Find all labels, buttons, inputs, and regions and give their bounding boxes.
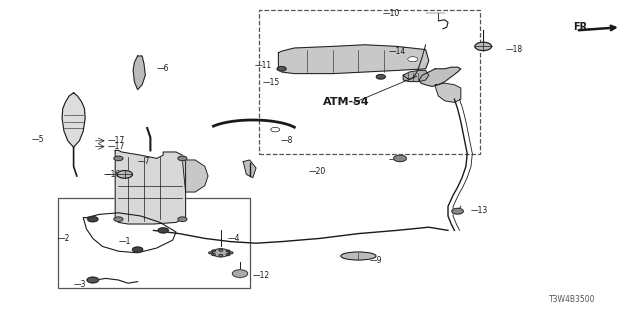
Text: ATM-54: ATM-54 <box>323 97 370 108</box>
Circle shape <box>88 217 98 222</box>
Text: —1: —1 <box>118 237 131 246</box>
Circle shape <box>219 254 223 256</box>
Circle shape <box>212 249 229 257</box>
Text: T3W4B3500: T3W4B3500 <box>548 295 595 304</box>
Circle shape <box>376 75 385 79</box>
Polygon shape <box>115 150 186 224</box>
Circle shape <box>212 254 216 256</box>
Bar <box>58 198 250 288</box>
Text: —20: —20 <box>308 167 326 176</box>
Polygon shape <box>419 67 461 86</box>
Text: —9: —9 <box>370 256 383 265</box>
Circle shape <box>117 171 132 178</box>
Text: —6: —6 <box>157 64 170 73</box>
Text: —14: —14 <box>389 47 406 56</box>
Polygon shape <box>243 160 256 178</box>
Circle shape <box>229 252 233 254</box>
Text: —18: —18 <box>506 45 523 54</box>
Polygon shape <box>133 56 145 90</box>
Circle shape <box>271 127 280 132</box>
Circle shape <box>226 254 230 256</box>
Circle shape <box>209 252 212 254</box>
Text: —11: —11 <box>255 61 272 70</box>
Circle shape <box>87 277 99 283</box>
Circle shape <box>158 228 168 233</box>
Polygon shape <box>403 70 429 82</box>
Text: —13: —13 <box>470 206 488 215</box>
Text: —2: —2 <box>58 234 70 243</box>
Text: —7: —7 <box>138 157 150 166</box>
Circle shape <box>219 249 223 251</box>
Text: —10: —10 <box>383 9 400 18</box>
Ellipse shape <box>341 252 376 260</box>
Circle shape <box>132 247 143 252</box>
Circle shape <box>114 217 123 221</box>
Polygon shape <box>278 45 429 74</box>
Text: —12: —12 <box>253 271 270 280</box>
Text: —17: —17 <box>108 136 125 145</box>
Circle shape <box>178 217 187 221</box>
Text: —15: —15 <box>262 78 280 87</box>
Circle shape <box>114 156 123 161</box>
Polygon shape <box>182 160 208 192</box>
Circle shape <box>277 67 286 71</box>
Text: —16: —16 <box>104 170 121 179</box>
Polygon shape <box>62 93 85 147</box>
Text: —4: —4 <box>227 234 240 243</box>
Text: —5: —5 <box>32 135 45 144</box>
Text: —8: —8 <box>280 136 292 145</box>
Circle shape <box>452 208 463 214</box>
Text: —3: —3 <box>74 280 86 289</box>
Circle shape <box>408 57 418 62</box>
Text: FR.: FR. <box>573 22 591 32</box>
Circle shape <box>232 270 248 277</box>
Text: —17: —17 <box>108 142 125 151</box>
Circle shape <box>475 42 492 51</box>
Circle shape <box>394 155 406 162</box>
Circle shape <box>178 156 187 161</box>
Text: —19: —19 <box>389 155 406 164</box>
Bar <box>259 10 480 154</box>
Circle shape <box>212 250 216 252</box>
Polygon shape <box>435 83 461 102</box>
Circle shape <box>226 250 230 252</box>
